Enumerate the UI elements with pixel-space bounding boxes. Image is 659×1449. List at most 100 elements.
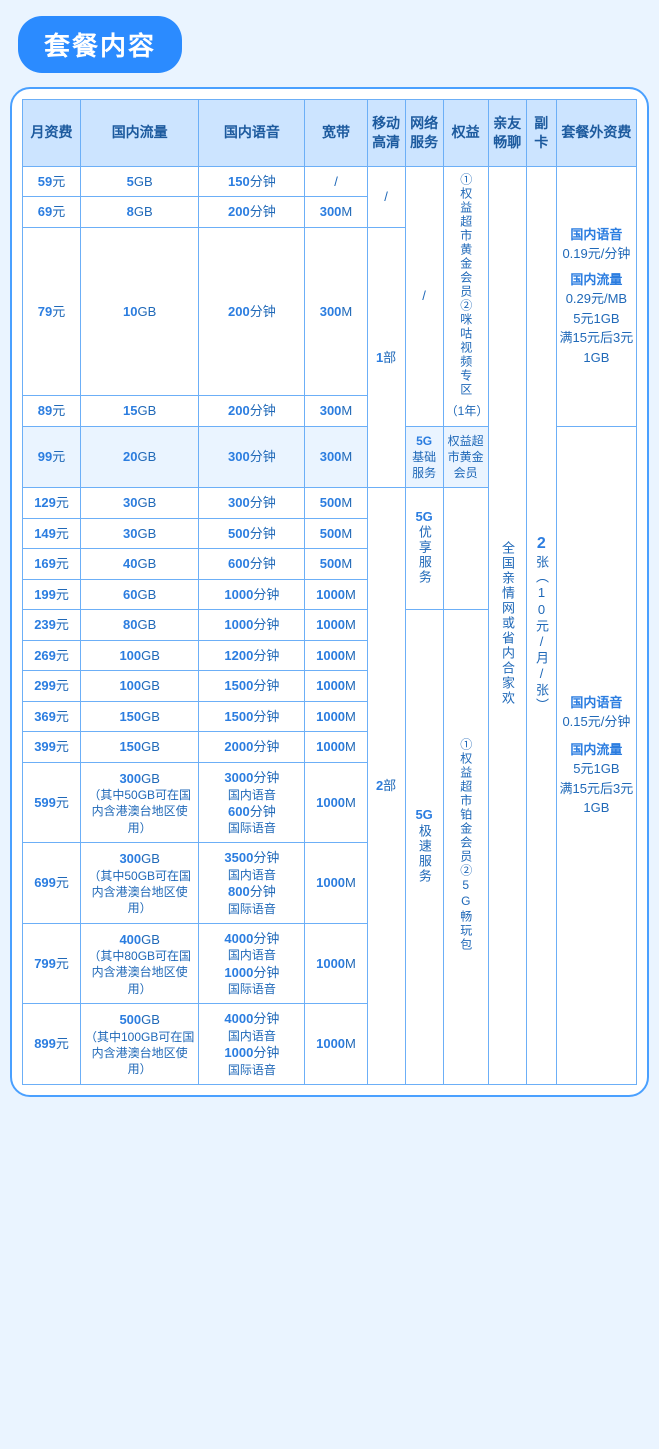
- cell-broadband: 500M: [305, 549, 367, 580]
- cell-fee: 799元: [23, 923, 81, 1003]
- cell-net: 5G基础服务: [405, 426, 443, 488]
- cell-data: 100GB: [81, 640, 199, 671]
- table-row: 59元5GB150分钟/ / / ①权益超市黄金会员②咪咕视频专区 （1年） 全…: [23, 166, 637, 197]
- section-title: 套餐内容: [18, 16, 182, 73]
- cell-voice: 200分钟: [199, 227, 305, 395]
- cell-voice: 600分钟: [199, 549, 305, 580]
- plans-table-wrapper: 月资费 国内流量 国内语音 宽带 移动高清 网络服务 权益 亲友畅聊 副卡 套餐…: [10, 87, 649, 1097]
- cell-broadband: 1000M: [305, 923, 367, 1003]
- cell-net: 5G极速服务: [405, 610, 443, 1085]
- cell-benefit: ①权益超市铂金会员②5G畅玩包: [443, 610, 488, 1085]
- cell-data: 15GB: [81, 395, 199, 426]
- cell-fee: 149元: [23, 518, 81, 549]
- cell-data: 30GB: [81, 518, 199, 549]
- cell-voice: 1500分钟: [199, 701, 305, 732]
- cell-broadband: 1000M: [305, 671, 367, 702]
- cell-broadband: 1000M: [305, 763, 367, 843]
- cell-voice: 3500分钟 国内语音 800分钟 国际语音: [199, 843, 305, 923]
- cell-broadband: 1000M: [305, 1004, 367, 1084]
- cell-data: 8GB: [81, 197, 199, 228]
- cell-data: 500GB（其中100GB可在国内含港澳台地区使用）: [81, 1004, 199, 1084]
- cell-data: 80GB: [81, 610, 199, 641]
- cell-tv: /: [367, 166, 405, 227]
- th-family: 亲友畅聊: [488, 100, 526, 167]
- cell-voice: 300分钟: [199, 426, 305, 488]
- cell-fee: 699元: [23, 843, 81, 923]
- cell-broadband: 500M: [305, 488, 367, 519]
- cell-data: 150GB: [81, 701, 199, 732]
- cell-broadband: 300M: [305, 197, 367, 228]
- header-row: 月资费 国内流量 国内语音 宽带 移动高清 网络服务 权益 亲友畅聊 副卡 套餐…: [23, 100, 637, 167]
- cell-data: 20GB: [81, 426, 199, 488]
- cell-tv: 1部: [367, 227, 405, 487]
- cell-voice: 1000分钟: [199, 579, 305, 610]
- cell-net: 5G优享服务: [405, 488, 443, 610]
- cell-subcard: 2 张（10元/月/张）: [526, 166, 556, 1084]
- th-extra: 套餐外资费: [556, 100, 636, 167]
- cell-fee: 169元: [23, 549, 81, 580]
- cell-data: 300GB（其中50GB可在国内含港澳台地区使用）: [81, 763, 199, 843]
- cell-data: 60GB: [81, 579, 199, 610]
- cell-broadband: 1000M: [305, 610, 367, 641]
- cell-voice: 300分钟: [199, 488, 305, 519]
- cell-voice: 1000分钟: [199, 610, 305, 641]
- cell-data: 150GB: [81, 732, 199, 763]
- cell-voice: 200分钟: [199, 395, 305, 426]
- cell-benefit: [443, 488, 488, 610]
- cell-net: /: [405, 166, 443, 426]
- th-benefit: 权益: [443, 100, 488, 167]
- cell-fee: 129元: [23, 488, 81, 519]
- cell-data: 400GB（其中80GB可在国内含港澳台地区使用）: [81, 923, 199, 1003]
- cell-data: 100GB: [81, 671, 199, 702]
- cell-extra: 国内语音 0.15元/分钟 国内流量 5元1GB 满15元后3元1GB: [556, 426, 636, 1084]
- cell-broadband: 500M: [305, 518, 367, 549]
- cell-broadband: 300M: [305, 395, 367, 426]
- th-subcard: 副卡: [526, 100, 556, 167]
- cell-broadband: 1000M: [305, 640, 367, 671]
- cell-data: 5GB: [81, 166, 199, 197]
- cell-fee: 269元: [23, 640, 81, 671]
- cell-voice: 500分钟: [199, 518, 305, 549]
- cell-broadband: /: [305, 166, 367, 197]
- cell-fee: 399元: [23, 732, 81, 763]
- cell-fee: 69元: [23, 197, 81, 228]
- cell-voice: 1500分钟: [199, 671, 305, 702]
- cell-fee: 899元: [23, 1004, 81, 1084]
- cell-broadband: 1000M: [305, 579, 367, 610]
- cell-fee: 59元: [23, 166, 81, 197]
- cell-broadband: 300M: [305, 426, 367, 488]
- cell-voice: 4000分钟 国内语音 1000分钟 国际语音: [199, 923, 305, 1003]
- cell-data: 10GB: [81, 227, 199, 395]
- th-broadband: 宽带: [305, 100, 367, 167]
- cell-fee: 599元: [23, 763, 81, 843]
- cell-fee: 99元: [23, 426, 81, 488]
- th-voice: 国内语音: [199, 100, 305, 167]
- cell-voice: 1200分钟: [199, 640, 305, 671]
- cell-fee: 79元: [23, 227, 81, 395]
- cell-broadband: 1000M: [305, 701, 367, 732]
- cell-voice: 200分钟: [199, 197, 305, 228]
- cell-extra: 国内语音 0.19元/分钟 国内流量 0.29元/MB 5元1GB 满15元后3…: [556, 166, 636, 426]
- cell-tv: 2部: [367, 488, 405, 1085]
- cell-data: 300GB（其中50GB可在国内含港澳台地区使用）: [81, 843, 199, 923]
- cell-broadband: 1000M: [305, 732, 367, 763]
- cell-fee: 199元: [23, 579, 81, 610]
- th-fee: 月资费: [23, 100, 81, 167]
- cell-voice: 4000分钟 国内语音 1000分钟 国际语音: [199, 1004, 305, 1084]
- cell-family: 全国亲情网或省内合家欢: [488, 166, 526, 1084]
- cell-fee: 89元: [23, 395, 81, 426]
- cell-broadband: 300M: [305, 227, 367, 395]
- th-tv: 移动高清: [367, 100, 405, 167]
- cell-broadband: 1000M: [305, 843, 367, 923]
- th-net: 网络服务: [405, 100, 443, 167]
- cell-fee: 369元: [23, 701, 81, 732]
- cell-fee: 299元: [23, 671, 81, 702]
- cell-voice: 3000分钟 国内语音 600分钟 国际语音: [199, 763, 305, 843]
- plans-table: 月资费 国内流量 国内语音 宽带 移动高清 网络服务 权益 亲友畅聊 副卡 套餐…: [22, 99, 637, 1085]
- cell-voice: 2000分钟: [199, 732, 305, 763]
- th-data: 国内流量: [81, 100, 199, 167]
- cell-fee: 239元: [23, 610, 81, 641]
- cell-benefit: ①权益超市黄金会员②咪咕视频专区 （1年）: [443, 166, 488, 426]
- cell-benefit: 权益超市黄金会员: [443, 426, 488, 488]
- cell-data: 30GB: [81, 488, 199, 519]
